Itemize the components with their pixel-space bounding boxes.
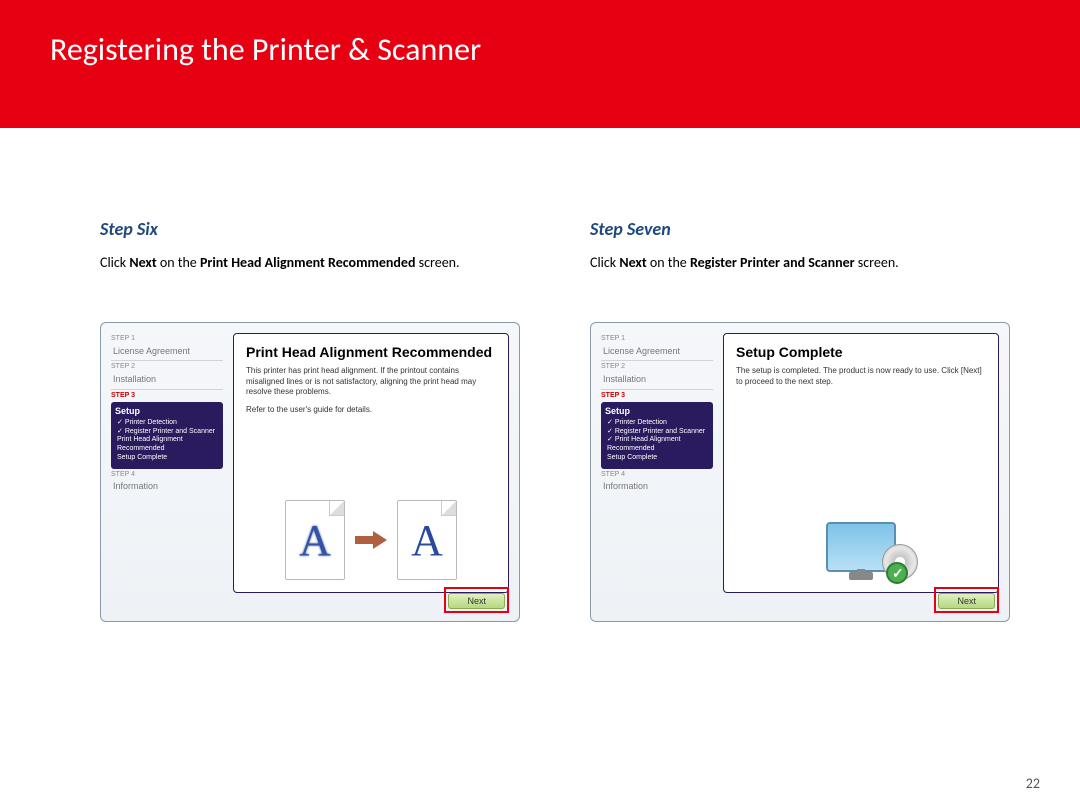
step-seven-column: Step Seven Click Next on the Register Pr… — [590, 218, 1020, 622]
alignment-graphic: A A — [285, 500, 457, 580]
step-six-column: Step Six Click Next on the Print Head Al… — [100, 218, 530, 622]
content-area: Step Six Click Next on the Print Head Al… — [0, 128, 1080, 622]
page-after-icon: A — [397, 500, 457, 580]
wizard-main-panel: Print Head Alignment Recommended This pr… — [233, 333, 509, 593]
wizard-sidebar: STEP 1 License Agreement STEP 2 Installa… — [111, 333, 223, 593]
wizard-main-panel: Setup Complete The setup is completed. T… — [723, 333, 999, 593]
next-highlight: Next — [934, 587, 999, 613]
step-seven-heading: Step Seven — [590, 218, 1020, 240]
step-seven-description: Click Next on the Register Printer and S… — [590, 254, 1020, 272]
setup-complete-graphic — [826, 522, 896, 572]
step-six-description: Click Next on the Print Head Alignment R… — [100, 254, 530, 272]
page-before-icon: A — [285, 500, 345, 580]
panel-title: Print Head Alignment Recommended — [246, 344, 496, 360]
page-title: Registering the Printer & Scanner — [50, 30, 1080, 69]
next-button[interactable]: Next — [448, 593, 505, 609]
title-banner: Registering the Printer & Scanner — [0, 0, 1080, 128]
setup-block: Setup Printer Detection Register Printer… — [601, 402, 713, 469]
panel-body-text: This printer has print head alignment. I… — [246, 366, 496, 397]
setup-block: Setup Printer Detection Register Printer… — [111, 402, 223, 469]
wizard-sidebar: STEP 1 License Agreement STEP 2 Installa… — [601, 333, 713, 593]
next-highlight: Next — [444, 587, 509, 613]
wizard-screenshot-left: STEP 1 License Agreement STEP 2 Installa… — [100, 322, 520, 622]
checkmark-icon — [886, 562, 908, 584]
panel-body-text-2: Refer to the user's guide for details. — [246, 405, 496, 414]
wizard-screenshot-right: STEP 1 License Agreement STEP 2 Installa… — [590, 322, 1010, 622]
panel-body-text: The setup is completed. The product is n… — [736, 366, 986, 387]
panel-title: Setup Complete — [736, 344, 986, 360]
arrow-icon — [355, 531, 387, 549]
page-number: 22 — [1026, 775, 1040, 792]
step-six-heading: Step Six — [100, 218, 530, 240]
next-button[interactable]: Next — [938, 593, 995, 609]
